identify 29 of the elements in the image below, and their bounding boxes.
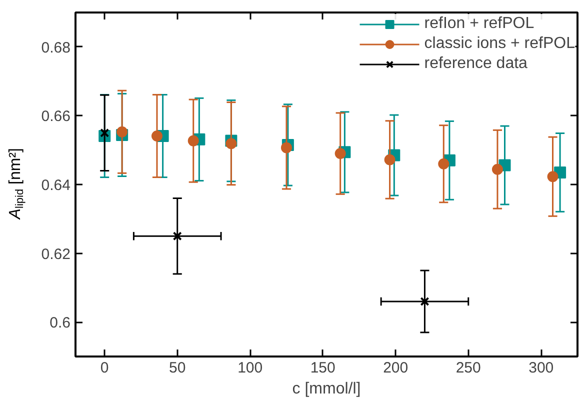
point xyxy=(188,135,199,146)
point xyxy=(100,128,110,138)
y-tick-label: 0.68 xyxy=(41,39,71,56)
point xyxy=(384,154,396,166)
point xyxy=(547,171,558,182)
point xyxy=(116,126,128,138)
point xyxy=(151,130,162,142)
point xyxy=(172,232,182,241)
x-axis-title: c [mmol/l] xyxy=(292,380,361,398)
x-tick-label: 0 xyxy=(100,360,109,376)
point xyxy=(280,142,292,154)
x-tick-label: 250 xyxy=(456,360,481,376)
x-tick-label: 100 xyxy=(238,360,263,376)
legend-label: classic ions + refPOL xyxy=(424,35,575,53)
y-tick-label: 0.62 xyxy=(41,246,71,263)
point xyxy=(438,158,450,170)
point xyxy=(334,148,346,160)
point xyxy=(492,164,503,175)
y-tick-label: 0.6 xyxy=(50,314,71,332)
x-tick-label: 200 xyxy=(383,360,408,376)
point xyxy=(226,138,237,150)
x-tick-label: 300 xyxy=(528,360,554,376)
x-tick-label: 150 xyxy=(310,360,336,376)
x-tick-label: 50 xyxy=(169,360,186,376)
y-tick-label: 0.66 xyxy=(41,108,71,126)
point xyxy=(420,296,430,306)
y-tick-label: 0.64 xyxy=(41,177,71,194)
legend-label: reference data xyxy=(424,55,528,73)
legend-label: refIon + refPOL xyxy=(424,15,534,33)
